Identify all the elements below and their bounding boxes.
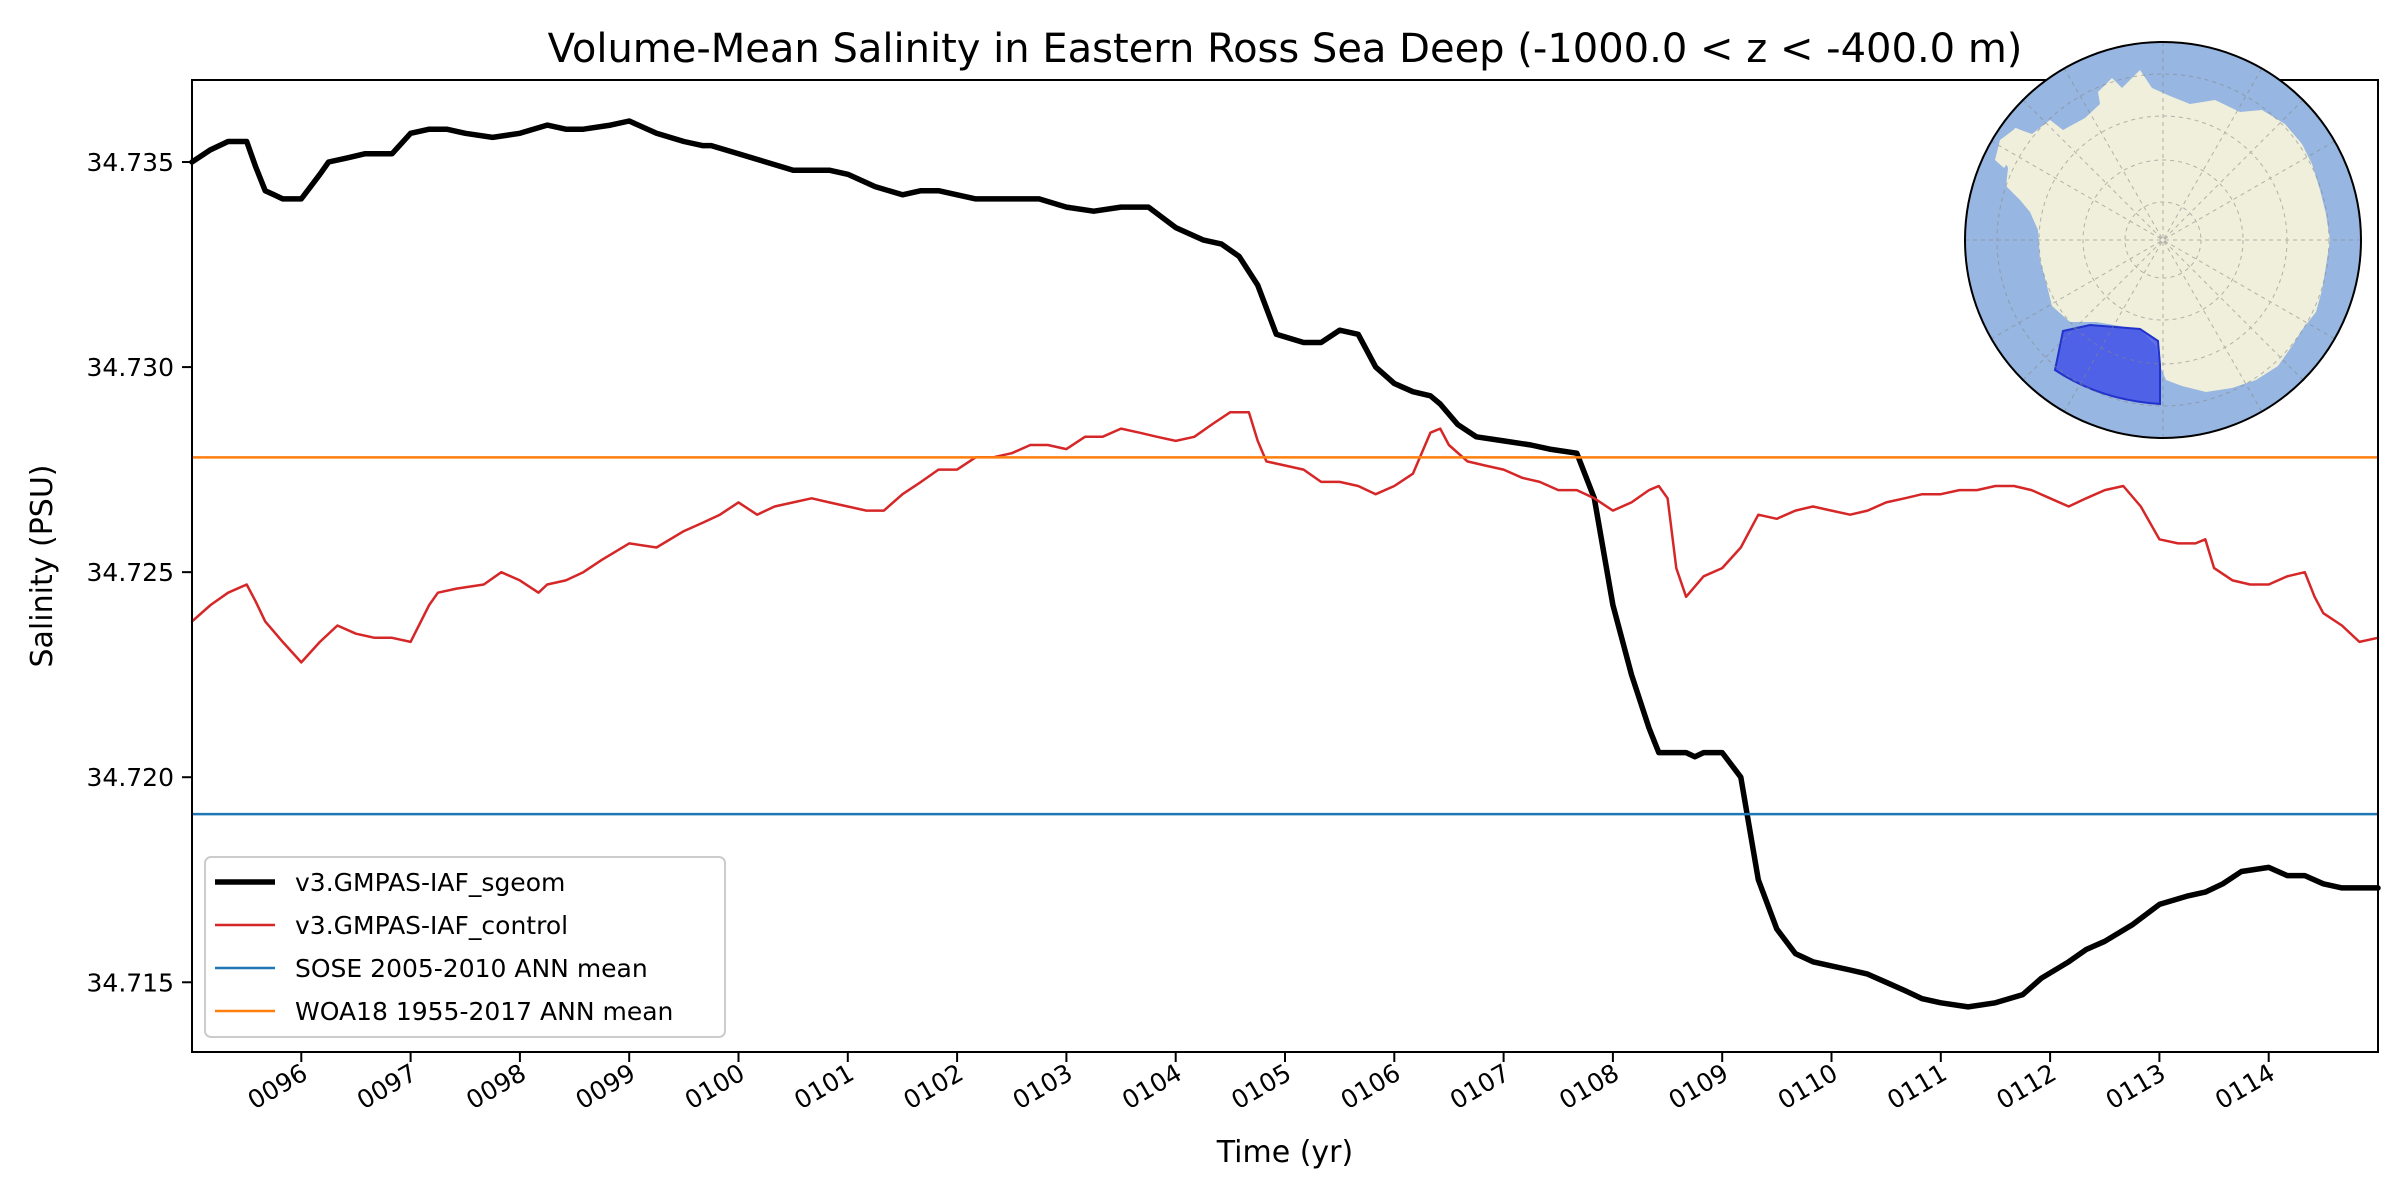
- y-tick-label: 34.725: [87, 558, 174, 587]
- inset-graticule: [1965, 42, 2361, 438]
- y-axis: 34.715 34.720 34.725 34.730 34.735: [87, 148, 192, 997]
- legend-entry-v3-gmpas-iaf-control: v3.GMPAS-IAF_control: [215, 911, 568, 940]
- inset-globe-outline: [1964, 41, 2362, 439]
- legend-label: WOA18 1955-2017 ANN mean: [295, 997, 673, 1026]
- y-tick-label: 34.730: [87, 353, 174, 382]
- y-axis-label: Salinity (PSU): [25, 465, 60, 668]
- legend-entries: v3.GMPAS-IAF_sgeom v3.GMPAS-IAF_control SO…: [215, 868, 673, 1026]
- legend-label: SOSE 2005-2010 ANN mean: [295, 954, 648, 983]
- y-tick-label: 34.735: [87, 148, 174, 177]
- legend: v3.GMPAS-IAF_sgeom v3.GMPAS-IAF_control SO…: [204, 856, 726, 1038]
- legend-label: v3.GMPAS-IAF_control: [295, 911, 568, 940]
- series-v3-gmpas-iaf-sgeom-line: [189, 118, 2381, 1010]
- legend-entry-woa18-1955-2017-ann-mean: WOA18 1955-2017 ANN mean: [215, 997, 673, 1026]
- y-tick-label: 34.720: [87, 763, 174, 792]
- antarctic-inset-map: [1964, 41, 2362, 439]
- legend-label: v3.GMPAS-IAF_sgeom: [295, 868, 565, 897]
- legend-entry-v3-gmpas-iaf-sgeom: v3.GMPAS-IAF_sgeom: [215, 868, 565, 897]
- x-axis-label: Time (yr): [1216, 1135, 1353, 1170]
- inset-antarctica-land: [2000, 70, 2330, 392]
- inset-antarctic-peninsula: [1995, 128, 2030, 168]
- legend-frame: [204, 856, 726, 1038]
- legend-entry-sose-2005-2010-ann-mean: SOSE 2005-2010 ANN mean: [215, 954, 648, 983]
- series-v3-gmpas-iaf-control-line: [190, 410, 2380, 664]
- y-tick-label: 34.715: [87, 968, 174, 997]
- series-layer: [189, 118, 2381, 1010]
- chart-title: Volume-Mean Salinity in Eastern Ross Sea…: [548, 26, 2023, 72]
